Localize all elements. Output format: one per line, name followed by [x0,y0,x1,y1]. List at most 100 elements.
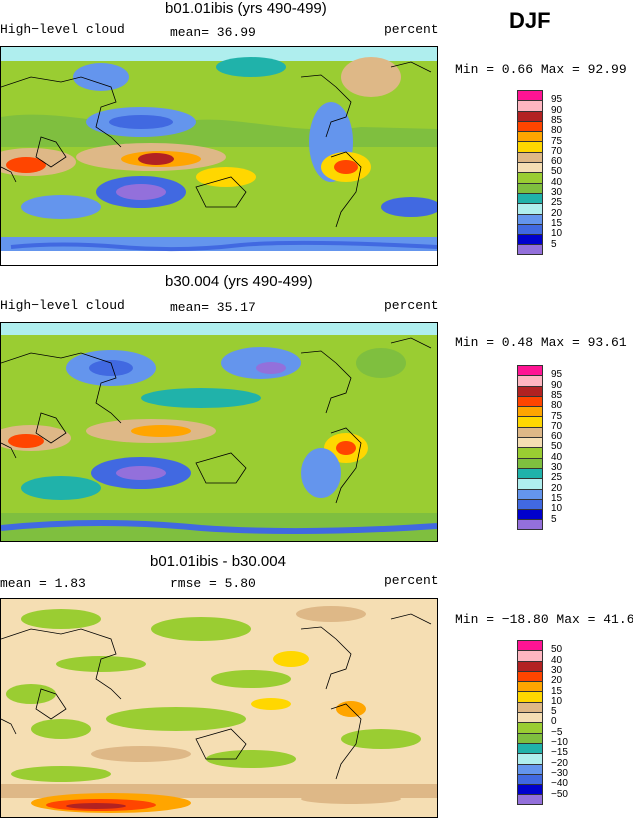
panel-3-colorbar-boxes [517,640,543,805]
panel-2-colorbar-label: 50 [551,441,563,453]
panel-3-colorbar-swatch [517,784,543,795]
panel-3-colorbar-swatch [517,794,543,805]
panel-3-colorbar-label: 10 [551,695,563,707]
panel-2-colorbar-label: 15 [551,492,563,504]
panel-2-colorbar-label: 60 [551,431,563,443]
panel-3-colorbar-swatch [517,640,543,651]
panel-3-colorbar-swatch [517,670,543,682]
panel-2-colorbar-swatch [517,385,543,396]
panel-1-minmax: Min = 0.66 Max = 92.99 [455,62,627,77]
panel-2-map [0,322,438,542]
panel-1-colorbar-label: 95 [551,94,563,106]
panel-2-mean-label: mean= 35.17 [170,300,256,315]
panel-2-colorbar-label: 30 [551,462,563,473]
panel-1-colorbar-label: 90 [551,104,563,116]
panel-3-colorbar-swatch [517,681,543,692]
panel-2-colorbar-swatch [517,375,543,386]
panel-1-colorbar-swatch [517,203,543,214]
panel-2-colorbar-swatch [517,437,543,448]
panel-1-colorbar-label: 10 [551,228,563,240]
panel-2-colorbar-swatch [517,519,543,530]
panel-2-colorbar-swatch [517,498,543,510]
panel-1-mean-label: mean= 36.99 [170,25,256,40]
panel-3-colorbar-label: 30 [551,664,563,676]
panel-1-colorbar-boxes [517,90,543,255]
panel-2-colorbar-swatch [517,426,543,438]
panel-1-colorbar-label: 25 [551,197,563,209]
panel-1-map [0,46,438,266]
panel-2-colorbar-swatch [517,447,543,458]
panel-3-colorbar-swatch [517,742,543,754]
panel-1-colorbar-label: 30 [551,187,563,198]
panel-3-colorbar-swatch [517,691,543,702]
panel-2-title: b30.004 (yrs 490-499) [165,273,313,290]
panel-2-colorbar-label: 20 [551,482,563,494]
panel-2-colorbar-label: 40 [551,451,563,463]
panel-2-colorbar-swatch [517,488,543,499]
season-label: DJF [509,8,551,33]
panel-3-colorbar-label: 50 [551,644,563,656]
panel-1-colorbar-label: 50 [551,166,563,178]
panel-2-colorbar-swatch [517,467,543,479]
panel-1-colorbar: 95 90 85 80 75 70 60 50 40 30 25 20 15 10 5 [517,90,562,255]
panel-2-colorbar-label: 70 [551,420,563,432]
panel-3-rmse-label: rmse = 5.80 [170,576,256,591]
panel-1-colorbar-swatch [517,244,543,255]
panel-3-colorbar-label: 20 [551,675,563,687]
panel-3-colorbar-label: −10 [551,737,568,748]
panel-1-colorbar-label: 80 [551,125,563,137]
panel-1-colorbar-swatch [517,223,543,235]
panel-1-colorbar-label: 85 [551,114,563,126]
panel-3-colorbar-label: 15 [551,685,563,697]
panel-1-colorbar-swatch [517,213,543,224]
panel-3-colorbar-label: 40 [551,654,563,666]
panel-3-title: b01.01ibis - b30.004 [150,553,286,570]
panel-1-colorbar-swatch [517,90,543,101]
panel-3-mean-label: mean = 1.83 [0,576,86,591]
panel-1-title: b01.01ibis (yrs 490-499) [165,0,327,17]
panel-2-colorbar-swatch [517,395,543,407]
panel-2-colorbar-boxes [517,365,543,530]
panel-1-colorbar-label: 75 [551,135,563,147]
panel-3-colorbar-swatch [517,773,543,785]
panel-3-units-label: percent [384,573,439,588]
panel-1-colorbar-label: 70 [551,145,563,157]
panel-2-colorbar-swatch [517,416,543,427]
panel-2-colorbar-swatch [517,509,543,520]
panel-2-colorbar-label: 10 [551,503,563,515]
panel-3-colorbar-swatch [517,763,543,774]
panel-2-colorbar-swatch [517,365,543,376]
panel-2-colorbar-swatch [517,406,543,417]
panel-3-colorbar-swatch [517,722,543,733]
panel-2-colorbar-label: 25 [551,472,563,484]
panel-1-colorbar-swatch [517,192,543,204]
panel-1-colorbar-label: 5 [551,238,557,250]
panel-2-colorbar-label: 75 [551,410,563,422]
panel-1-colorbar-label: 20 [551,207,563,219]
panel-1-colorbar-swatch [517,151,543,163]
panel-3-colorbar-swatch [517,753,543,764]
panel-1-colorbar-label: 60 [551,156,563,168]
panel-2-minmax: Min = 0.48 Max = 93.61 [455,335,627,350]
panel-3-colorbar-swatch [517,701,543,713]
panel-1-colorbar-swatch [517,131,543,142]
panel-2-colorbar-label: 80 [551,400,563,412]
panel-2-colorbar-swatch [517,457,543,468]
panel-3-colorbar-swatch [517,650,543,661]
panel-3-colorbar-label: −20 [551,757,568,769]
panel-2-units-label: percent [384,298,439,313]
panel-3-colorbar-label: 5 [551,706,557,718]
panel-3-colorbar-label: 0 [551,716,557,728]
panel-3-colorbar-label: −50 [551,788,568,800]
panel-1-colorbar-swatch [517,120,543,132]
panel-1-colorbar-swatch [517,162,543,173]
panel-3-colorbar-label: −40 [551,778,568,790]
panel-3-colorbar-swatch [517,732,543,743]
panel-1-colorbar-swatch [517,141,543,152]
panel-3-colorbar-label: −30 [551,767,568,779]
panel-2-variable-label: High−level cloud [0,298,125,313]
panel-3-colorbar-swatch [517,660,543,671]
panel-2-colorbar: 95 90 85 80 75 70 60 50 40 30 25 20 15 10 5 [517,365,562,530]
panel-2-colorbar-label: 85 [551,389,563,401]
panel-2-colorbar-swatch [517,478,543,489]
